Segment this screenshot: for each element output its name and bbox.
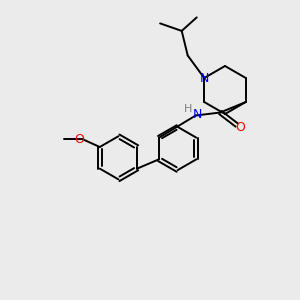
Text: H: H xyxy=(184,104,192,114)
Text: N: N xyxy=(200,71,209,85)
Text: O: O xyxy=(75,133,85,146)
Text: O: O xyxy=(236,121,245,134)
Text: N: N xyxy=(193,108,202,122)
